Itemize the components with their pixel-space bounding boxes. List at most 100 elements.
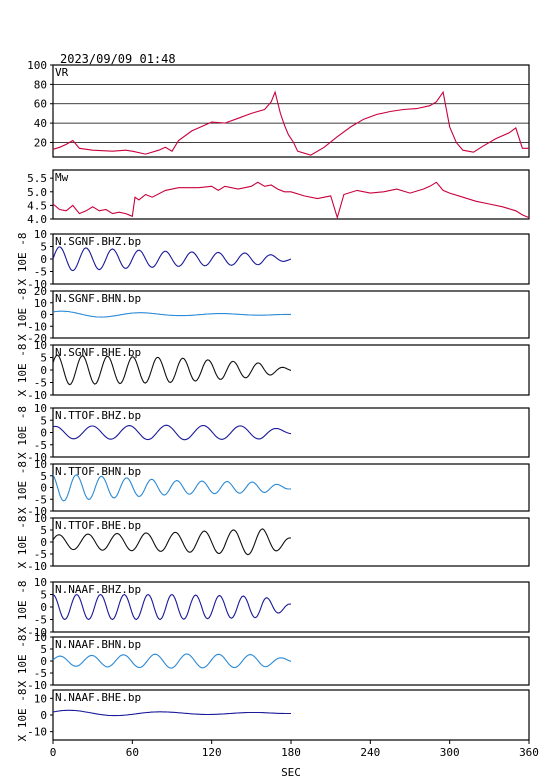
y-tick-label: 0: [40, 536, 47, 549]
y-tick-label: 0: [40, 482, 47, 495]
y-tick-label: 10: [34, 512, 47, 525]
y-axis-label: X 10E -8: [16, 516, 29, 569]
y-tick-label: 4.0: [27, 213, 47, 226]
x-tick-label: 120: [202, 746, 222, 759]
y-tick-label: -10: [27, 626, 47, 639]
y-axis-label: X 10E -8: [16, 689, 29, 742]
panel-label: N.TTOF.BHZ.bp: [55, 409, 141, 422]
y-tick-label: 100: [27, 59, 47, 72]
series-line: [52, 653, 292, 669]
panel-label: N.TTOF.BHN.bp: [55, 465, 141, 478]
x-tick-label: 180: [281, 746, 301, 759]
y-tick-label: 0: [40, 253, 47, 266]
y-tick-label: -10: [27, 679, 47, 692]
y-tick-label: -10: [27, 320, 47, 333]
y-tick-label: 0: [40, 655, 47, 668]
y-tick-label: 5.5: [27, 172, 47, 185]
y-tick-label: 10: [34, 339, 47, 352]
y-tick-label: 10: [34, 631, 47, 644]
panel-label: N.SGNF.BHN.bp: [55, 292, 141, 305]
series-line: [52, 709, 291, 717]
panel-label: N.SGNF.BHZ.bp: [55, 235, 141, 248]
y-tick-label: 10: [34, 692, 47, 705]
series-line: [52, 90, 529, 156]
panel-label: VR: [55, 66, 69, 79]
panel-label: N.NAAF.BHZ.bp: [55, 583, 141, 596]
series-line: [52, 424, 292, 441]
panel-1: 20 40 60 80 100 VR: [27, 59, 530, 158]
x-tick-label: 60: [126, 746, 139, 759]
series-line: [52, 354, 292, 386]
y-tick-label: -20: [27, 332, 47, 345]
y-tick-label: -10: [27, 560, 47, 573]
y-tick-label: 60: [34, 98, 47, 111]
panel-label: N.SGNF.BHE.bp: [55, 346, 141, 359]
y-axis-label: X 10E -8: [16, 461, 29, 514]
x-tick-label: 360: [519, 746, 539, 759]
panel-label: Mw: [55, 171, 69, 184]
y-tick-label: 4.5: [27, 199, 47, 212]
y-axis-label: X 10E -8: [16, 635, 29, 688]
y-tick-label: -10: [27, 278, 47, 291]
y-axis-label: X 10E -8: [16, 288, 29, 341]
y-tick-label: 5: [40, 470, 47, 483]
y-tick-label: -10: [27, 389, 47, 402]
panel-label: N.NAAF.BHN.bp: [55, 638, 141, 651]
x-tick-label: 0: [50, 746, 57, 759]
x-axis-label: SEC: [281, 766, 301, 779]
y-tick-label: -5: [34, 614, 47, 627]
y-tick-label: 20: [34, 136, 47, 149]
panel-frame: [52, 169, 530, 220]
y-tick-label: 0: [40, 309, 47, 322]
y-tick-label: 5: [40, 643, 47, 656]
y-tick-label: 10: [34, 458, 47, 471]
figure-timestamp: 2023/09/09 01:48: [60, 52, 176, 66]
y-tick-label: 10: [34, 297, 47, 310]
panel-frame: [52, 64, 530, 158]
y-tick-label: 0: [40, 601, 47, 614]
panel-label: N.TTOF.BHE.bp: [55, 519, 141, 532]
y-tick-label: -5: [34, 667, 47, 680]
y-tick-label: -10: [27, 726, 47, 739]
series-line: [52, 310, 291, 318]
y-tick-label: 40: [34, 117, 47, 130]
y-tick-label: 0: [40, 364, 47, 377]
y-tick-label: -5: [34, 266, 47, 279]
y-axis-label: X 10E -8: [16, 406, 29, 459]
y-tick-label: -5: [34, 377, 47, 390]
y-tick-label: -5: [34, 548, 47, 561]
y-tick-label: 5: [40, 414, 47, 427]
y-tick-label: 10: [34, 402, 47, 415]
y-tick-label: -10: [27, 451, 47, 464]
series-line: [52, 474, 292, 502]
y-tick-label: 5: [40, 524, 47, 537]
y-tick-label: 80: [34, 78, 47, 91]
x-tick-label: 300: [440, 746, 460, 759]
y-axis-label: X 10E -8: [16, 233, 29, 286]
panel-2: 4.04.55.05.5 Mw: [27, 169, 530, 226]
x-axis: 0 60 120 180 240 300 360: [50, 740, 539, 759]
y-tick-label: 10: [34, 228, 47, 241]
y-axis-label: X 10E -8: [16, 581, 29, 634]
y-tick-label: -10: [27, 505, 47, 518]
y-tick-label: 5: [40, 352, 47, 365]
y-tick-label: 5: [40, 241, 47, 254]
series-line: [52, 181, 530, 220]
y-tick-label: 20: [34, 285, 47, 298]
y-tick-label: 5.0: [27, 186, 47, 199]
x-tick-label: 240: [360, 746, 380, 759]
series-line: [52, 528, 292, 556]
y-tick-label: -5: [34, 439, 47, 452]
y-tick-label: -5: [34, 493, 47, 506]
panel-label: N.NAAF.BHE.bp: [55, 691, 141, 704]
